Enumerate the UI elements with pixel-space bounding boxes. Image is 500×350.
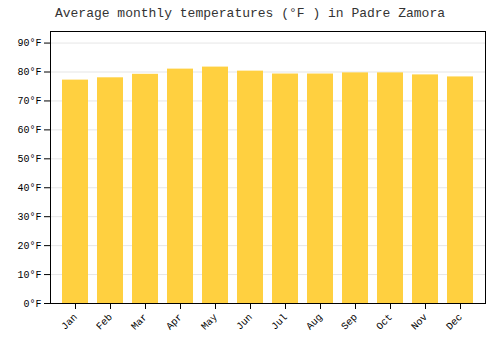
svg-text:Feb: Feb — [94, 312, 115, 333]
svg-text:Aug: Aug — [304, 312, 325, 333]
svg-text:50°F: 50°F — [17, 154, 41, 165]
svg-text:80°F: 80°F — [17, 67, 41, 78]
svg-text:Apr: Apr — [164, 312, 185, 333]
svg-text:90°F: 90°F — [17, 38, 41, 49]
html-text:Average monthly temperatures (: Average monthly temperatures (°F ) in Pa… — [55, 6, 445, 21]
svg-text:Jun: Jun — [234, 312, 255, 333]
svg-text:Sep: Sep — [339, 312, 360, 333]
svg-text:70°F: 70°F — [17, 96, 41, 107]
svg-text:60°F: 60°F — [17, 125, 41, 136]
svg-text:Jan: Jan — [59, 312, 80, 333]
svg-text:Jul: Jul — [269, 312, 290, 333]
svg-text:Dec: Dec — [444, 312, 465, 333]
svg-text:Nov: Nov — [409, 312, 430, 333]
svg-text:May: May — [199, 312, 220, 333]
svg-text:10°F: 10°F — [17, 270, 41, 281]
svg-text:Oct: Oct — [374, 312, 395, 333]
svg-text:40°F: 40°F — [17, 183, 41, 194]
svg-text:Mar: Mar — [129, 312, 150, 333]
svg-text:20°F: 20°F — [17, 241, 41, 252]
svg-text:30°F: 30°F — [17, 212, 41, 223]
svg-text:0°F: 0°F — [23, 299, 41, 310]
